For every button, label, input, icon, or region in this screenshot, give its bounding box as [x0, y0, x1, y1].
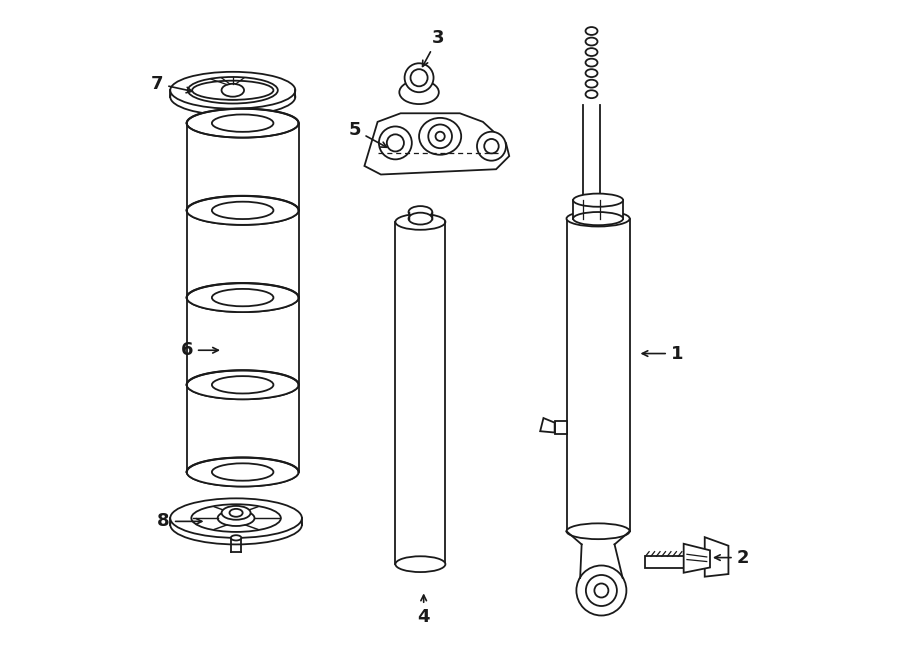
Ellipse shape [586, 91, 598, 98]
Ellipse shape [212, 202, 274, 219]
Polygon shape [705, 537, 728, 576]
Ellipse shape [221, 506, 250, 520]
Ellipse shape [230, 509, 243, 517]
Ellipse shape [186, 283, 299, 312]
Ellipse shape [428, 124, 452, 148]
Polygon shape [554, 420, 566, 434]
Polygon shape [645, 557, 684, 568]
Ellipse shape [477, 132, 506, 161]
Text: 7: 7 [151, 75, 192, 93]
Ellipse shape [186, 457, 299, 486]
Ellipse shape [192, 81, 274, 100]
Ellipse shape [230, 535, 241, 541]
Ellipse shape [170, 505, 302, 545]
Ellipse shape [436, 132, 445, 141]
Polygon shape [364, 113, 509, 175]
Ellipse shape [176, 80, 291, 114]
Polygon shape [684, 544, 710, 572]
Ellipse shape [576, 565, 626, 615]
Ellipse shape [186, 196, 299, 225]
Bar [573, 200, 623, 219]
Ellipse shape [170, 498, 302, 538]
Ellipse shape [201, 83, 266, 98]
Ellipse shape [586, 27, 598, 35]
Text: 8: 8 [158, 512, 202, 530]
Ellipse shape [188, 77, 278, 104]
Ellipse shape [586, 69, 598, 77]
Text: 4: 4 [418, 595, 430, 626]
Ellipse shape [211, 81, 255, 99]
Ellipse shape [212, 114, 274, 132]
Ellipse shape [212, 289, 274, 306]
Ellipse shape [405, 63, 434, 93]
Ellipse shape [218, 510, 255, 526]
Ellipse shape [192, 504, 281, 532]
Ellipse shape [586, 575, 616, 606]
Ellipse shape [212, 376, 274, 393]
Text: 1: 1 [643, 344, 683, 362]
Ellipse shape [409, 213, 432, 225]
Text: 3: 3 [423, 28, 445, 66]
Ellipse shape [409, 206, 432, 218]
Ellipse shape [410, 69, 428, 87]
Ellipse shape [400, 81, 439, 104]
Text: 2: 2 [715, 549, 749, 566]
Ellipse shape [170, 79, 295, 115]
Ellipse shape [186, 370, 299, 399]
Ellipse shape [566, 524, 630, 539]
Ellipse shape [186, 108, 299, 137]
Ellipse shape [484, 139, 499, 153]
Ellipse shape [566, 211, 630, 227]
Ellipse shape [395, 214, 446, 230]
Ellipse shape [586, 48, 598, 56]
Ellipse shape [594, 584, 608, 598]
Ellipse shape [586, 38, 598, 46]
Ellipse shape [586, 59, 598, 67]
Text: 6: 6 [181, 341, 219, 359]
Polygon shape [540, 418, 554, 432]
Ellipse shape [573, 194, 623, 207]
Ellipse shape [221, 84, 244, 97]
Text: 5: 5 [348, 121, 387, 147]
Ellipse shape [395, 557, 446, 572]
Ellipse shape [586, 80, 598, 88]
Ellipse shape [379, 126, 412, 159]
Ellipse shape [573, 212, 623, 225]
Ellipse shape [170, 72, 295, 108]
Ellipse shape [419, 118, 461, 155]
Ellipse shape [212, 463, 274, 481]
Ellipse shape [387, 134, 404, 151]
